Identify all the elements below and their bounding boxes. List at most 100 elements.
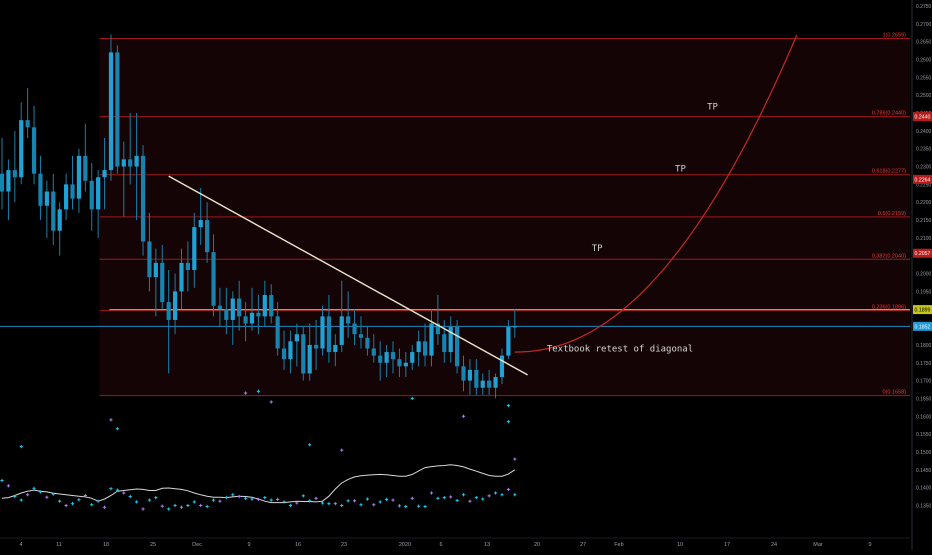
fib-label: 0.618(0.2277)	[872, 169, 906, 175]
candle-body	[455, 327, 460, 367]
time-tick-label: 27	[580, 542, 586, 548]
time-tick-label: Feb	[614, 542, 623, 548]
price-tag-bg	[913, 248, 932, 258]
tp-label: TP	[592, 244, 603, 254]
fib-label: 0.5(0.2159)	[878, 211, 906, 217]
candle-body	[147, 241, 152, 278]
time-tick-label: 16	[295, 542, 301, 548]
annotation-text: Textbook retest of diagonal	[547, 344, 693, 354]
candle-body	[12, 170, 17, 178]
signal-marker	[468, 499, 472, 503]
signal-marker	[109, 418, 113, 422]
signal-marker	[38, 490, 43, 494]
price-tick-label: 0.1950	[916, 289, 932, 295]
signal-marker	[397, 504, 402, 508]
time-tick-label: 6	[439, 542, 442, 548]
candle-body	[487, 380, 492, 388]
candle-body	[352, 323, 357, 335]
signal-marker	[179, 505, 184, 509]
time-tick-label: 4	[19, 542, 22, 548]
signal-marker	[167, 507, 171, 511]
candle-body	[448, 327, 453, 353]
signal-marker	[327, 502, 331, 506]
candle-body	[346, 316, 351, 324]
price-tick-label: 0.1450	[916, 468, 932, 474]
price-tick-label: 0.2700	[916, 22, 932, 28]
signal-marker	[320, 501, 325, 505]
signal-marker	[308, 443, 312, 447]
time-axis: 4 11 18 25 Dec 9 16 23 2020 6 13 20 27 Feb 10 17 24 Mar 9	[0, 537, 910, 548]
candle-body	[108, 52, 114, 171]
time-tick-label: 25	[150, 542, 156, 548]
candle-body	[371, 348, 376, 356]
candle-body	[166, 302, 171, 320]
signal-marker	[506, 403, 510, 408]
signal-marker	[404, 504, 408, 509]
candle-body	[467, 369, 473, 381]
candle-body	[275, 316, 280, 349]
candle-body	[435, 323, 440, 335]
signal-marker	[461, 493, 466, 497]
candle-body	[326, 316, 332, 353]
candle-body	[70, 184, 75, 199]
signal-marker	[481, 497, 485, 501]
candle-body	[153, 262, 158, 278]
signal-marker	[96, 499, 100, 503]
candle-body	[128, 159, 133, 167]
signal-marker	[256, 389, 260, 393]
diagonal-trendline	[168, 175, 528, 376]
price-tick-label: 0.2550	[916, 75, 932, 81]
candle-body	[301, 334, 306, 374]
signal-marker	[64, 503, 68, 508]
candle-body	[281, 348, 287, 360]
signal-marker	[352, 499, 357, 503]
signal-marker	[243, 496, 248, 500]
signal-marker	[365, 497, 369, 501]
candle-body	[134, 155, 139, 167]
candle-body	[51, 191, 56, 231]
signal-marker	[51, 492, 55, 496]
signal-marker	[269, 400, 273, 404]
fib-label: 1(0.2659)	[882, 32, 906, 38]
candle-body	[384, 352, 389, 363]
signal-marker	[295, 501, 299, 505]
signal-marker	[308, 499, 312, 503]
price-tag-label: 0.2057	[915, 251, 931, 257]
candle-body	[378, 355, 383, 363]
signal-marker	[135, 500, 139, 504]
signal-marker	[186, 503, 190, 508]
candle-body	[31, 127, 37, 174]
candle-body	[205, 220, 210, 253]
time-tick-label: 23	[341, 542, 347, 548]
candle-body	[217, 305, 223, 310]
signal-marker	[237, 494, 241, 499]
time-tick-label: Dec	[192, 542, 202, 548]
candle-body	[96, 177, 101, 210]
signal-marker	[429, 491, 434, 495]
signal-marker	[0, 478, 4, 483]
candle-body	[410, 352, 415, 363]
time-tick-label: 18	[103, 542, 109, 548]
candle-body	[294, 334, 299, 342]
candle-body	[461, 366, 466, 381]
candle-body	[83, 155, 88, 181]
candle-body	[313, 344, 319, 349]
signal-marker	[410, 496, 414, 500]
candle-body	[288, 341, 293, 360]
candles	[0, 34, 517, 399]
signal-marker	[263, 496, 267, 500]
signal-marker	[250, 497, 254, 501]
signal-marker	[506, 487, 510, 492]
candle-body	[140, 155, 146, 242]
signal-marker	[269, 498, 273, 502]
signal-marker	[90, 503, 94, 507]
candle-body	[397, 359, 402, 367]
fib-label: 0.786(0.2440)	[872, 111, 906, 117]
signal-marker	[256, 497, 260, 501]
signal-marker	[288, 503, 293, 508]
price-tag-label: 0.1852	[915, 324, 931, 330]
signal-marker	[13, 494, 17, 499]
time-tick-label: 10	[677, 542, 683, 548]
